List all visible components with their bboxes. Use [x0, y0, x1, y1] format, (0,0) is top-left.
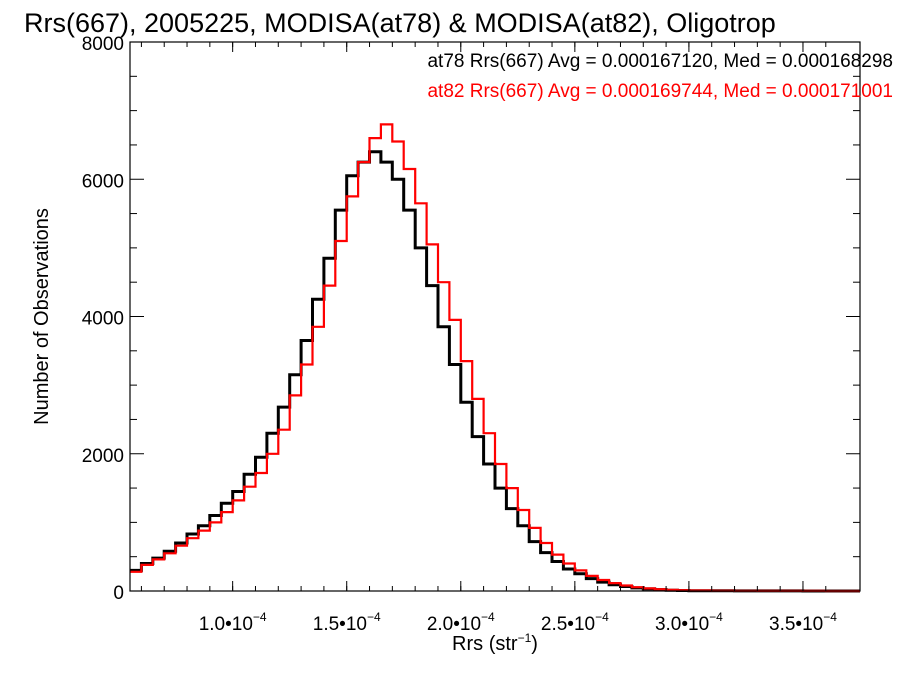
- x-tick-label: 1.5•10−4: [313, 610, 381, 635]
- y-axis-label: Number of Observations: [31, 208, 53, 425]
- x-axis-label: Rrs (str−1): [452, 631, 538, 655]
- legend-entry-at82: at82 Rrs(667) Avg = 0.000169744, Med = 0…: [427, 81, 893, 102]
- y-tick-label: 8000: [82, 34, 124, 55]
- chart-title: Rrs(667), 2005225, MODISA(at78) & MODISA…: [24, 8, 776, 38]
- x-tick-label: 2.5•10−4: [541, 610, 609, 635]
- series-line-1: [130, 150, 860, 593]
- ticks-layer: 1.0•10−4 1.5•10−4 2.0•10−4 2.5•10−4 3.0•10−4…: [82, 34, 860, 635]
- y-tick-label: 2000: [82, 446, 124, 467]
- x-tick-label: 2.0•10−4: [427, 610, 495, 635]
- y-tick-label: 6000: [82, 171, 124, 192]
- x-tick-label: 3.5•10−4: [769, 610, 837, 635]
- plot-frame: [129, 41, 861, 592]
- y-tick-label: 4000: [82, 309, 124, 330]
- series-layer: [130, 123, 860, 593]
- x-tick-label: 1.0•10−4: [199, 610, 267, 635]
- series-line-2: [130, 123, 860, 593]
- y-tick-label: 0: [113, 583, 124, 604]
- x-tick-label: 3.0•10−4: [655, 610, 723, 635]
- legend-entry-at78: at78 Rrs(667) Avg = 0.000167120, Med = 0…: [427, 51, 893, 72]
